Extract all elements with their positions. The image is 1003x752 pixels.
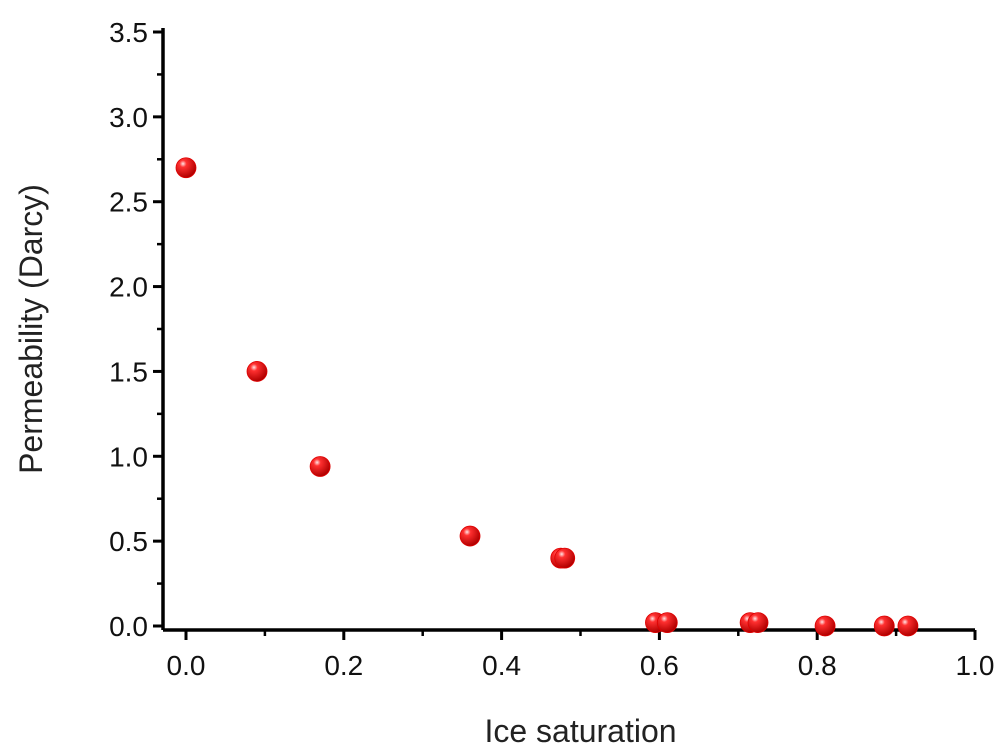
x-tick-label: 1.0 bbox=[956, 650, 995, 681]
x-tick-label: 0.6 bbox=[640, 650, 679, 681]
x-tick-label: 0.8 bbox=[798, 650, 837, 681]
y-tick-label: 0.0 bbox=[109, 611, 148, 642]
x-tick-label: 0.2 bbox=[324, 650, 363, 681]
data-point bbox=[246, 361, 268, 382]
data-point bbox=[873, 615, 895, 637]
y-tick-label: 2.0 bbox=[109, 272, 148, 303]
y-tick-label: 0.5 bbox=[109, 526, 148, 557]
x-tick-label: 0.4 bbox=[482, 650, 521, 681]
data-point bbox=[656, 612, 678, 634]
ticks: 0.0 0.2 0.4 0.6 0.8 1.0 0.0 0.5 1.0 1.5 2.0 2.5 3.0 3… bbox=[109, 17, 994, 681]
data-point bbox=[459, 525, 481, 547]
data-point bbox=[554, 547, 576, 569]
y-tick-label: 2.5 bbox=[109, 187, 148, 218]
data-point bbox=[175, 157, 197, 179]
data-point bbox=[897, 615, 919, 637]
y-axis-title: Permeability (Darcy) bbox=[13, 184, 49, 474]
data-point bbox=[814, 615, 836, 637]
y-tick-label: 1.5 bbox=[109, 356, 148, 387]
data-point bbox=[309, 456, 331, 477]
y-tick-label: 3.0 bbox=[109, 102, 148, 133]
axes bbox=[161, 28, 975, 632]
x-tick-label: 0.0 bbox=[167, 650, 206, 681]
y-tick-label: 1.0 bbox=[109, 441, 148, 472]
x-axis-title: Ice saturation bbox=[484, 713, 676, 749]
data-point bbox=[747, 612, 769, 634]
data-points bbox=[175, 157, 919, 637]
y-tick-label: 3.5 bbox=[109, 17, 148, 48]
